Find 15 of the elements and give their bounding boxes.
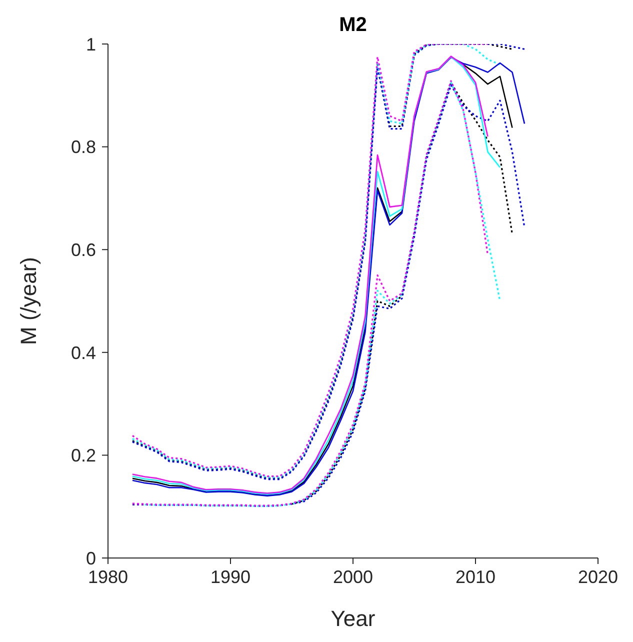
y-tick-label: 0 — [86, 548, 96, 568]
x-tick-label: 1980 — [88, 566, 128, 587]
y-tick-label: 0.8 — [70, 137, 96, 158]
y-tick-label: 0.4 — [70, 342, 96, 363]
y-tick-label: 0.2 — [70, 446, 96, 466]
x-tick-label: 2020 — [578, 566, 618, 587]
line-series — [290, 82, 514, 505]
y-axis-title: M (/year) — [16, 257, 41, 345]
x-tick-label: 1990 — [210, 566, 251, 587]
chart-title: M2 — [338, 14, 368, 37]
x-axis-title: Year — [330, 606, 376, 631]
y-tick-label: 1 — [86, 34, 96, 54]
x-tick-label: 2010 — [455, 566, 496, 587]
x-tick-label: 2000 — [332, 566, 374, 587]
y-tick-label: 0.6 — [70, 240, 96, 260]
